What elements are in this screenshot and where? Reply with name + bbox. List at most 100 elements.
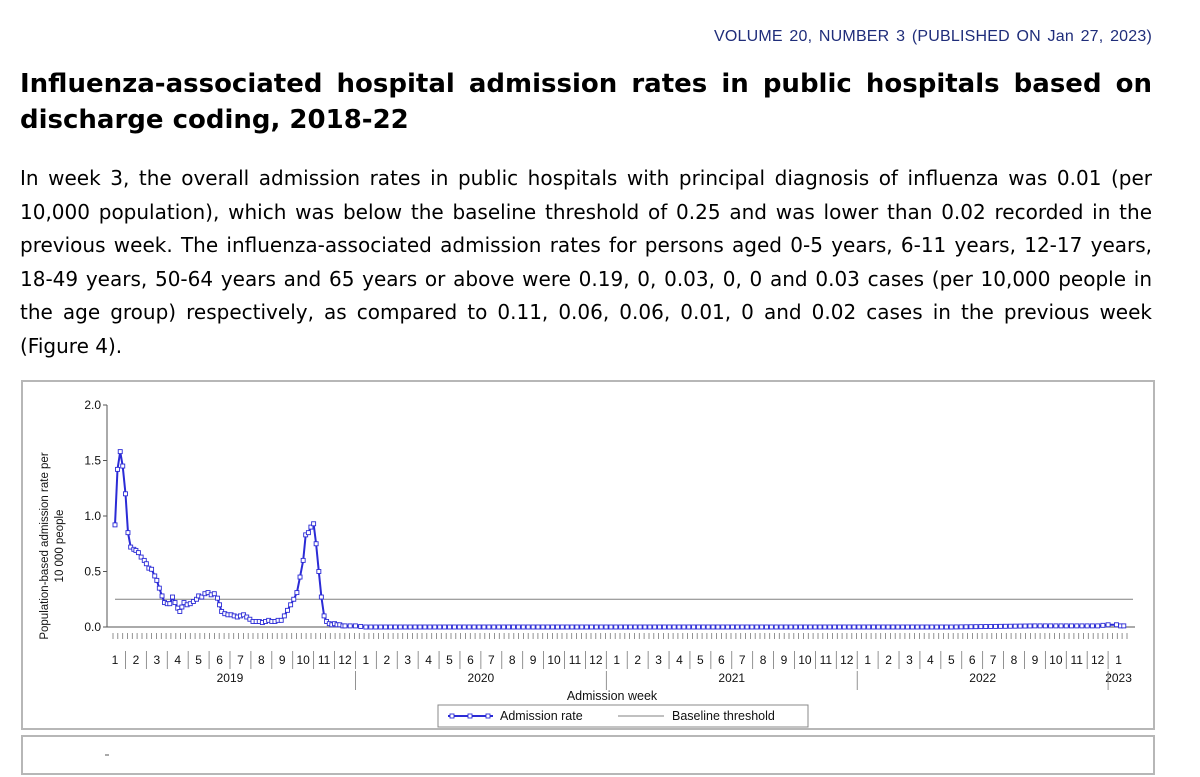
admission-rate-point — [744, 624, 750, 630]
admission-rate-point — [1017, 623, 1023, 629]
admission-rate-point — [154, 577, 160, 583]
x-month-label: 12 — [840, 653, 854, 667]
x-month-label: 9 — [279, 653, 286, 667]
admission-rate-chart: 2.0 1.5 1.0 0.5 0.0 Population-based admissio… — [39, 398, 1135, 728]
admission-rate-point — [579, 624, 585, 630]
x-year-label: 2022 — [969, 671, 996, 685]
x-month-label: 9 — [1032, 653, 1039, 667]
admission-rate-point — [313, 541, 319, 547]
x-month-label: 2 — [383, 653, 390, 667]
admission-rate-point — [466, 624, 472, 630]
y-axis-title-line2: 10 000 people — [54, 510, 66, 583]
admission-rate-point — [506, 624, 511, 630]
admission-rate-point — [754, 624, 760, 630]
admission-rate-point — [427, 624, 433, 630]
admission-rate-point — [1007, 623, 1013, 629]
y-axis-title-line1: Population-based admission rate per — [39, 452, 51, 639]
admission-rate-point — [515, 624, 521, 630]
x-month-label: 5 — [948, 653, 955, 667]
volume-header: VOLUME 20, NUMBER 3 (PUBLISHED ON Jan 27… — [714, 28, 1152, 45]
admission-rate-point — [647, 624, 653, 630]
figure-4-frame: 2.0 1.5 1.0 0.5 0.0 Population-based admissio… — [21, 380, 1155, 730]
admission-rate-point — [1012, 623, 1018, 629]
y-tick-label: 0.5 — [84, 565, 101, 579]
admission-rate-point — [170, 594, 175, 600]
admission-rate-point — [288, 602, 294, 608]
admission-rate-point — [115, 466, 120, 472]
admission-rate-point — [305, 530, 311, 536]
admission-rate-point — [593, 624, 599, 630]
admission-rate-point — [1063, 623, 1069, 629]
admission-rate-point — [968, 624, 974, 630]
x-month-label: 5 — [195, 653, 202, 667]
admission-rate-point — [525, 624, 531, 630]
admission-rate-point — [501, 624, 507, 630]
x-month-label: 7 — [488, 653, 495, 667]
x-month-label: 4 — [425, 653, 432, 667]
admission-rate-point — [297, 574, 303, 580]
x-month-label: 2 — [634, 653, 641, 667]
admission-rate-point — [143, 561, 149, 567]
admission-rate-point — [861, 624, 867, 630]
admission-rate-point — [199, 594, 205, 600]
admission-rate-point — [720, 624, 726, 630]
admission-rate-point — [550, 624, 556, 630]
admission-rate-point — [988, 624, 994, 629]
y-tick-label: 2.0 — [84, 398, 101, 412]
admission-rate-point — [983, 624, 989, 629]
admission-rate-point — [837, 624, 842, 630]
admission-rate-point — [177, 609, 183, 614]
x-month-label: 12 — [338, 653, 352, 667]
admission-rate-point — [623, 624, 628, 630]
admission-rate-point — [152, 573, 158, 579]
admission-rate-point — [914, 624, 920, 630]
admission-rate-point — [402, 624, 408, 630]
admission-rate-point — [442, 624, 448, 630]
admission-rate-point — [681, 624, 687, 630]
admission-rate-point — [125, 530, 131, 536]
admission-rate-point — [496, 624, 502, 630]
admission-rate-point — [929, 624, 935, 630]
admission-rate-point — [666, 624, 672, 630]
admission-rate-point — [1069, 623, 1074, 629]
admission-rate-point — [768, 624, 774, 630]
admission-rate-point — [1079, 623, 1085, 629]
x-month-label: 8 — [258, 653, 265, 667]
x-month-label: 1 — [613, 653, 620, 667]
admission-rate-point — [676, 624, 682, 630]
admission-rate-point — [318, 594, 324, 600]
admission-rate-point — [871, 624, 876, 630]
admission-rate-point — [574, 624, 580, 630]
admission-rate-point — [725, 624, 731, 630]
x-month-label: 1 — [112, 653, 119, 667]
admission-rate-point — [486, 624, 492, 630]
admission-rate-point — [422, 624, 428, 630]
admission-rate-point — [627, 624, 633, 630]
admission-rate-point — [939, 624, 945, 630]
admission-rate-point — [948, 624, 954, 630]
x-month-label: 8 — [509, 653, 516, 667]
admission-rate-point — [734, 624, 740, 630]
admission-rate-point — [710, 624, 716, 630]
admission-rate-point — [278, 617, 284, 623]
x-year-label: 2019 — [217, 671, 244, 685]
x-month-label: 4 — [927, 653, 934, 667]
x-month-label: 6 — [216, 653, 223, 667]
x-month-label: 8 — [760, 653, 767, 667]
admission-rate-point — [530, 624, 536, 630]
admission-rate-point — [671, 624, 677, 630]
admission-rate-point — [373, 624, 379, 630]
admission-rate-point — [875, 624, 881, 630]
x-month-label: 6 — [718, 653, 725, 667]
figure-section-title: Influenza-associated hospital admission … — [20, 69, 1152, 135]
admission-rate-point — [973, 624, 979, 630]
admission-rate-point — [822, 624, 828, 630]
x-year-label: 2020 — [468, 671, 495, 685]
admission-rate-point — [342, 623, 348, 629]
x-month-label: 11 — [318, 653, 331, 667]
admission-rate-point — [294, 590, 300, 596]
legend-label-baseline-threshold: Baseline threshold — [672, 709, 775, 723]
admission-rate-point — [447, 624, 452, 630]
x-month-label: 1 — [363, 653, 370, 667]
admission-rate-point — [773, 624, 779, 630]
